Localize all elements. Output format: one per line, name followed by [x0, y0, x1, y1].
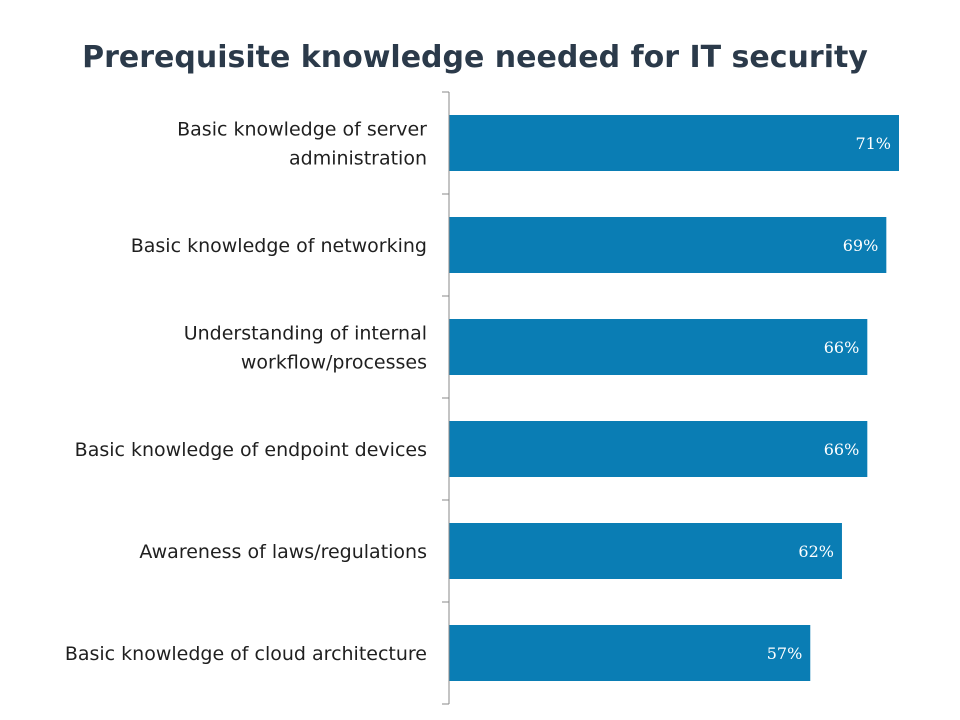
- category-label-line: Basic knowledge of server: [177, 119, 427, 141]
- bar: [449, 625, 811, 681]
- bar-value-label: 69%: [843, 236, 879, 255]
- category-label-line: workflow/processes: [241, 352, 427, 374]
- bar-value-label: 57%: [767, 644, 803, 663]
- category-label: Understanding of internal workflow/proces…: [184, 323, 427, 374]
- chart-title: Prerequisite knowledge needed for IT sec…: [82, 40, 868, 75]
- bar: [449, 217, 887, 273]
- bar: [449, 319, 868, 375]
- bar-value-label: 66%: [824, 440, 860, 459]
- bar-value-label: 62%: [798, 542, 834, 561]
- category-label: Basic knowledge of networking: [131, 235, 427, 257]
- category-label: Basic knowledge of endpoint devices: [75, 439, 427, 461]
- category-label-line: administration: [289, 148, 427, 170]
- bar: [449, 523, 842, 579]
- category-label: Basic knowledge of server administration: [177, 119, 427, 170]
- category-label: Basic knowledge of cloud architecture: [65, 643, 427, 665]
- bar: [449, 115, 899, 171]
- bar: [449, 421, 868, 477]
- category-label-line: Basic knowledge of networking: [131, 235, 427, 257]
- category-label-line: Basic knowledge of endpoint devices: [75, 439, 427, 461]
- category-label-line: Understanding of internal: [184, 323, 427, 345]
- category-label-line: Basic knowledge of cloud architecture: [65, 643, 427, 665]
- category-label-line: Awareness of laws/regulations: [139, 541, 427, 563]
- bar-value-label: 71%: [855, 134, 891, 153]
- category-label: Awareness of laws/regulations: [139, 541, 427, 563]
- bar-value-label: 66%: [824, 338, 860, 357]
